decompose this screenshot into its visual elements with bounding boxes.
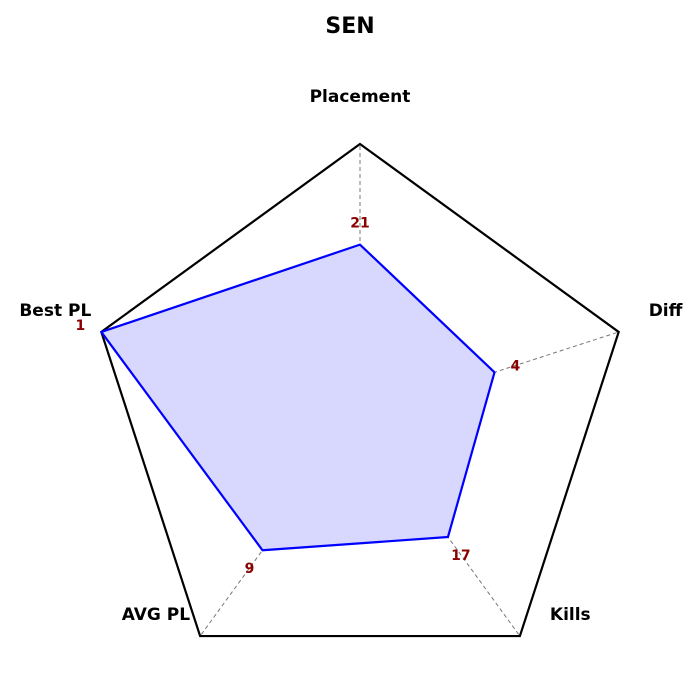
- value-label-avg-pl: 9: [245, 561, 255, 577]
- radar-outer-ring: [100, 142, 620, 638]
- value-label-placement: 21: [350, 216, 369, 232]
- series-area-1: [100, 243, 496, 552]
- axis-label-avg-pl: AVG PL: [122, 605, 190, 625]
- axis-label-placement: Placement: [310, 87, 411, 107]
- axis-label-diff: Diff: [649, 301, 683, 321]
- radar-labels: 21 4 17 9 1 Placement Diff Kills AVG PL Best PL: [19, 87, 682, 625]
- radar-series: [100, 243, 496, 552]
- chart-title: SEN: [325, 14, 374, 39]
- value-label-diff: 4: [511, 359, 521, 375]
- value-label-kills: 17: [451, 548, 470, 564]
- value-label-best-pl: 1: [76, 318, 86, 334]
- axis-label-kills: Kills: [550, 605, 591, 625]
- axis-label-best-pl: Best PL: [19, 301, 91, 321]
